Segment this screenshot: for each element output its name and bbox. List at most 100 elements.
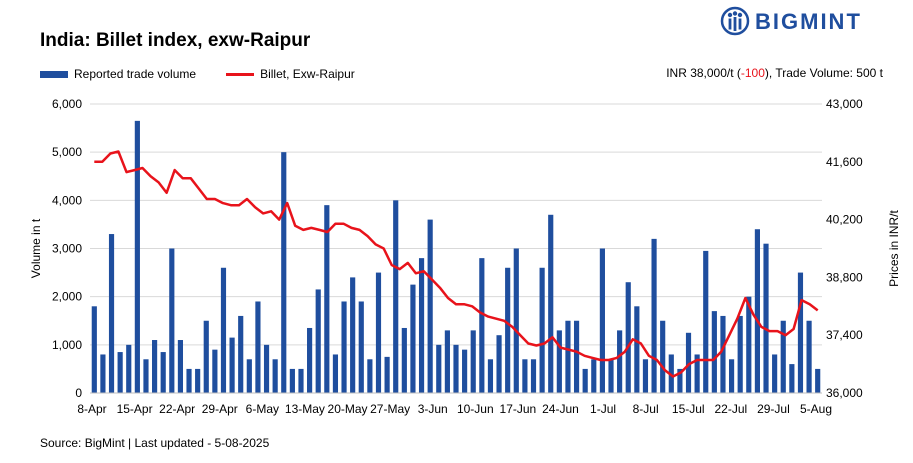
volume-bar xyxy=(229,337,235,393)
volume-bar xyxy=(505,267,511,393)
volume-bar xyxy=(634,306,640,393)
x-tick-label: 20-May xyxy=(328,402,368,416)
volume-bar xyxy=(625,282,631,393)
x-tick-label: 17-Jun xyxy=(500,402,537,416)
volume-bar xyxy=(720,315,726,393)
volume-bar xyxy=(582,368,588,393)
volume-bar xyxy=(806,320,812,393)
y-axis-title: Volume in t xyxy=(29,218,43,278)
y-tick-label: 1,000 xyxy=(52,338,82,352)
x-tick-label: 8-Jul xyxy=(633,402,659,416)
x-tick-label: 29-Jul xyxy=(757,402,790,416)
volume-bar xyxy=(573,320,580,393)
volume-bar xyxy=(436,344,442,393)
price-note-prefix: INR 38,000/t ( xyxy=(666,66,741,80)
volume-bar xyxy=(694,354,700,393)
volume-bar xyxy=(324,205,330,393)
volume-bar xyxy=(220,267,227,393)
volume-bar xyxy=(556,330,562,393)
volume-bar xyxy=(160,352,166,393)
volume-bar xyxy=(315,289,321,393)
volume-bar xyxy=(126,344,132,393)
x-tick-label: 1-Jul xyxy=(590,402,616,416)
volume-bar xyxy=(772,354,778,393)
volume-bar xyxy=(728,359,735,393)
bigmint-logo-icon xyxy=(720,6,750,36)
y-tick-label: 4,000 xyxy=(52,193,82,207)
volume-bar xyxy=(470,330,476,393)
x-tick-label: 8-Apr xyxy=(77,402,106,416)
volume-bar xyxy=(418,258,425,393)
volume-bar xyxy=(617,330,623,393)
x-tick-label: 6-May xyxy=(246,402,279,416)
legend-item-price: Billet, Exw-Raipur xyxy=(226,67,355,81)
volume-bar xyxy=(599,248,605,393)
legend-label-price: Billet, Exw-Raipur xyxy=(260,67,355,81)
x-tick-label: 24-Jun xyxy=(542,402,579,416)
volume-bar xyxy=(393,200,399,393)
volume-bar xyxy=(763,243,769,393)
price-note: INR 38,000/t (-100), Trade Volume: 500 t xyxy=(666,66,883,80)
x-tick-label: 5-Aug xyxy=(800,402,832,416)
volume-bar xyxy=(539,267,545,393)
volume-bar xyxy=(487,359,494,393)
legend-swatch-price xyxy=(226,72,255,76)
volume-bar xyxy=(703,250,709,393)
y-tick-label: 2,000 xyxy=(52,290,82,304)
volume-bar xyxy=(608,359,614,393)
volume-bar xyxy=(513,248,519,393)
volume-bar xyxy=(780,320,786,393)
volume-bar xyxy=(660,320,666,393)
price-change: -100 xyxy=(740,66,765,80)
volume-bar xyxy=(384,356,390,393)
volume-bar xyxy=(737,315,743,393)
volume-bar xyxy=(341,301,347,393)
y-tick-label: 0 xyxy=(75,386,82,400)
volume-bar xyxy=(530,359,537,393)
y2-tick-label: 38,800 xyxy=(826,270,863,284)
y-tick-label: 5,000 xyxy=(52,145,82,159)
volume-bar xyxy=(134,120,140,393)
source-note: Source: BigMint | Last updated - 5-08-20… xyxy=(40,436,270,450)
volume-bar xyxy=(815,368,821,393)
volume-bar xyxy=(565,320,571,393)
volume-bar xyxy=(479,258,485,393)
y2-tick-label: 37,400 xyxy=(826,328,863,342)
volume-bar xyxy=(462,349,468,393)
volume-bar xyxy=(444,330,450,393)
volume-bar xyxy=(108,234,115,393)
volume-bar xyxy=(789,364,795,393)
y2-tick-label: 40,200 xyxy=(826,213,863,227)
legend-label-volume: Reported trade volume xyxy=(74,67,197,81)
x-tick-label: 22-Jul xyxy=(714,402,747,416)
brand-name: BIGMINT xyxy=(755,9,862,34)
bigmint-logo: BIGMINT xyxy=(720,6,890,36)
x-tick-label: 27-May xyxy=(370,402,410,416)
y2-tick-label: 41,600 xyxy=(826,155,863,169)
volume-bar xyxy=(711,311,717,393)
volume-bar xyxy=(289,368,295,393)
volume-bar xyxy=(350,277,356,393)
y-tick-label: 3,000 xyxy=(52,242,82,256)
volume-bar xyxy=(212,349,218,393)
volume-bar xyxy=(685,332,692,393)
volume-bar xyxy=(332,354,339,393)
volume-bar xyxy=(281,152,287,393)
volume-bar xyxy=(272,359,278,393)
volume-bar xyxy=(642,359,649,393)
volume-bar xyxy=(548,214,554,393)
volume-bar xyxy=(496,335,502,393)
volume-bar xyxy=(186,368,192,393)
y-tick-label: 6,000 xyxy=(52,97,82,111)
volume-bar xyxy=(797,272,804,393)
volume-bar xyxy=(367,359,373,393)
volume-bar xyxy=(358,301,364,393)
y2-tick-label: 43,000 xyxy=(826,97,863,111)
x-tick-label: 10-Jun xyxy=(457,402,494,416)
chart-title: India: Billet index, exw-Raipur xyxy=(40,30,311,51)
volume-bar xyxy=(177,340,184,393)
x-tick-label: 15-Jul xyxy=(672,402,705,416)
volume-bar xyxy=(152,340,158,393)
volume-bar xyxy=(375,272,382,393)
